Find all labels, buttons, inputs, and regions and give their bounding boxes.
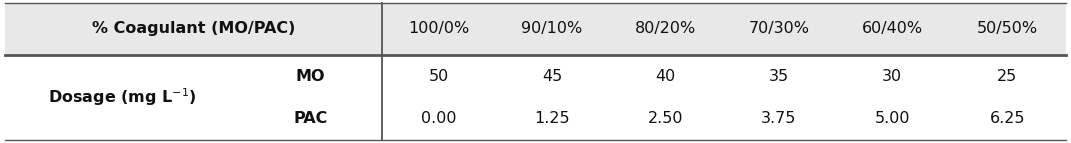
Text: 0.00: 0.00 [421,111,456,126]
Text: Dosage (mg L$^{-1}$): Dosage (mg L$^{-1}$) [48,87,196,108]
Text: 50/50%: 50/50% [977,21,1038,36]
Bar [5,55,1066,140]
Text: 2.50: 2.50 [648,111,683,126]
Text: 60/40%: 60/40% [862,21,923,36]
Text: 40: 40 [655,69,676,84]
Text: 70/30%: 70/30% [749,21,810,36]
Text: 3.75: 3.75 [761,111,797,126]
Text: 90/10%: 90/10% [522,21,583,36]
Text: 50: 50 [428,69,449,84]
Text: 25: 25 [997,69,1017,84]
Text: 35: 35 [769,69,789,84]
Text: MO: MO [296,69,325,84]
Text: 1.25: 1.25 [534,111,570,126]
Text: 80/20%: 80/20% [635,21,696,36]
Text: 6.25: 6.25 [990,111,1025,126]
Text: 45: 45 [542,69,562,84]
Text: % Coagulant (MO/PAC): % Coagulant (MO/PAC) [92,21,296,36]
Text: 5.00: 5.00 [875,111,910,126]
Text: 100/0%: 100/0% [408,21,469,36]
Bar [5,3,1066,55]
Text: PAC: PAC [293,111,328,126]
Text: 30: 30 [883,69,903,84]
